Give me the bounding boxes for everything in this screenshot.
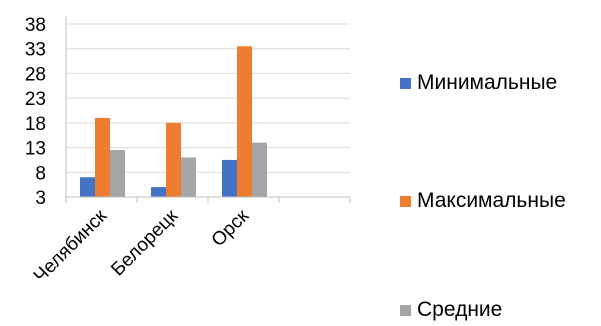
bar — [95, 117, 110, 197]
legend-item-max: Максимальные — [400, 189, 566, 213]
y-tick-label: 13 — [25, 139, 46, 160]
bar — [110, 150, 125, 197]
y-tick-label: 18 — [25, 114, 46, 135]
category-label: Челябинск — [30, 205, 112, 287]
y-tick-label: 33 — [25, 40, 46, 61]
legend-label-avg: Средние — [417, 298, 503, 321]
category-label: Белорецк — [107, 205, 182, 280]
y-tick-label: 8 — [35, 163, 46, 184]
category-label: Орск — [208, 205, 254, 251]
legend: Минимальные Максимальные Средние — [400, 0, 600, 326]
bar — [151, 187, 166, 197]
legend-item-avg: Средние — [400, 298, 502, 322]
bar — [222, 159, 237, 197]
bar — [166, 122, 181, 197]
y-tick-label: 28 — [25, 64, 46, 85]
y-tick-label: 23 — [25, 89, 46, 110]
bars — [80, 46, 267, 197]
y-tick-labels: 38 33 28 23 18 13 8 3 — [25, 15, 46, 209]
bar — [237, 46, 252, 197]
bar — [181, 157, 196, 197]
legend-swatch-min — [400, 77, 411, 89]
axes — [65, 16, 351, 203]
y-tick-label: 38 — [25, 15, 46, 36]
legend-label-min: Минимальные — [417, 71, 558, 94]
bar — [252, 142, 267, 197]
legend-item-min: Минимальные — [400, 71, 557, 95]
legend-swatch-avg — [400, 304, 411, 316]
legend-swatch-max — [400, 195, 411, 207]
legend-label-max: Максимальные — [417, 189, 566, 212]
y-tick-label: 3 — [35, 188, 46, 209]
bar — [80, 177, 95, 197]
